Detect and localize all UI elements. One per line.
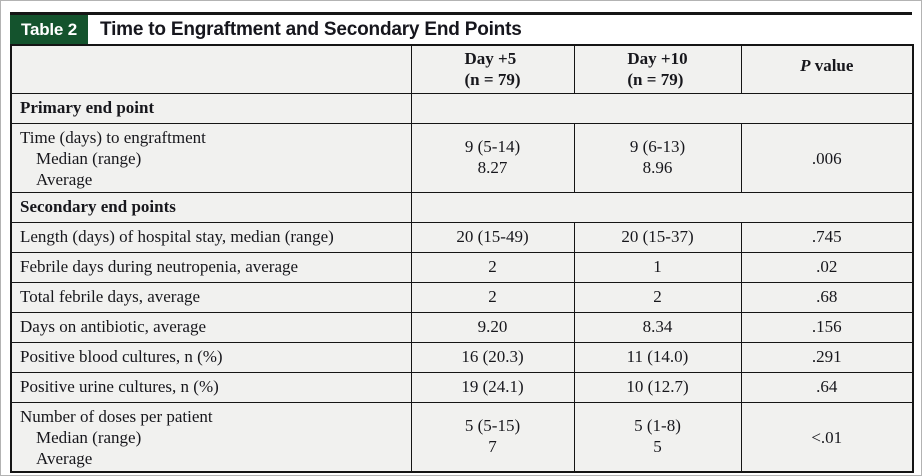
table-row-total-febrile: Total febrile days, average 2 2 .68 xyxy=(10,281,914,313)
cell-day10: 11 (14.0) xyxy=(573,341,742,373)
row-label: Days on antibiotic, average xyxy=(10,311,412,343)
row-label: Febrile days during neutropenia, average xyxy=(10,251,412,283)
row-label: Secondary end points xyxy=(10,191,412,223)
table-row-urine-cultures: Positive urine cultures, n (%) 19 (24.1)… xyxy=(10,371,914,403)
cell-pvalue: .02 xyxy=(740,251,914,283)
cell-day10: 2 xyxy=(573,281,742,313)
column-header-day10-label: Day +10 (n = 79) xyxy=(627,49,688,90)
column-header-day5: Day +5 (n = 79) xyxy=(410,44,575,94)
cell-day10: 1 xyxy=(573,251,742,283)
section-label: Primary end point xyxy=(20,98,155,117)
section-span-cell xyxy=(410,92,914,124)
table-row-febrile-neutropenia: Febrile days during neutropenia, average… xyxy=(10,251,914,283)
cell-day10: 10 (12.7) xyxy=(573,371,742,403)
cell-pvalue: .156 xyxy=(740,311,914,343)
table-row-doses-per-patient: Number of doses per patient Median (rang… xyxy=(10,401,914,472)
cell-median: 9 (6-13) xyxy=(629,136,686,156)
row-sublabel: Median (range) xyxy=(36,148,142,168)
cell-pvalue: .006 xyxy=(740,122,914,193)
cell-pvalue: .64 xyxy=(740,371,914,403)
cell-day5: 9 (5-14) 8.27 xyxy=(410,122,575,193)
row-sublabel: Average xyxy=(36,169,93,189)
cell-median: 5 (1-8) xyxy=(634,415,681,435)
cell-day5: 16 (20.3) xyxy=(410,341,575,373)
table-row-engraftment: Time (days) to engraftment Median (range… xyxy=(10,122,914,193)
cell-average: 8.27 xyxy=(477,157,508,177)
cell-day5: 5 (5-15) 7 xyxy=(410,401,575,472)
table-row-section-primary: Primary end point xyxy=(10,92,914,124)
cell-day5: 19 (24.1) xyxy=(410,371,575,403)
cell-day10: 5 (1-8) 5 xyxy=(573,401,742,472)
row-label-main: Time (days) to engraftment xyxy=(20,127,206,147)
cell-day5: 9.20 xyxy=(410,311,575,343)
table-row-section-secondary: Secondary end points xyxy=(10,191,914,223)
cell-pvalue: .291 xyxy=(740,341,914,373)
section-label: Secondary end points xyxy=(20,197,176,216)
cell-day5: 2 xyxy=(410,251,575,283)
cell-pvalue: .745 xyxy=(740,221,914,253)
cell-day10: 8.34 xyxy=(573,311,742,343)
column-header-empty xyxy=(10,44,412,94)
row-label: Positive blood cultures, n (%) xyxy=(10,341,412,373)
row-label: Positive urine cultures, n (%) xyxy=(10,371,412,403)
cell-day5: 20 (15-49) xyxy=(410,221,575,253)
cell-median: 5 (5-15) xyxy=(464,415,521,435)
row-label: Number of doses per patient Median (rang… xyxy=(10,401,412,472)
row-label: Total febrile days, average xyxy=(10,281,412,313)
cell-day10: 20 (15-37) xyxy=(573,221,742,253)
row-label-main: Number of doses per patient xyxy=(20,406,213,426)
row-label: Length (days) of hospital stay, median (… xyxy=(10,221,412,253)
cell-day5: 2 xyxy=(410,281,575,313)
column-header-row: Day +5 (n = 79) Day +10 (n = 79) P value xyxy=(10,44,914,94)
cell-day10: 9 (6-13) 8.96 xyxy=(573,122,742,193)
row-sublabel: Median (range) xyxy=(36,427,142,447)
section-span-cell xyxy=(410,191,914,223)
cell-average: 8.96 xyxy=(642,157,673,177)
cell-pvalue: <.01 xyxy=(740,401,914,472)
cell-median: 9 (5-14) xyxy=(464,136,521,156)
cell-pvalue: .68 xyxy=(740,281,914,313)
cell-average: 7 xyxy=(488,436,497,456)
table-tag-box: Table 2 xyxy=(10,15,88,44)
column-header-day10: Day +10 (n = 79) xyxy=(573,44,742,94)
row-label: Primary end point xyxy=(10,92,412,124)
cell-average: 5 xyxy=(653,436,662,456)
table-tag-label: Table 2 xyxy=(21,19,77,39)
table-row-hospital-stay: Length (days) of hospital stay, median (… xyxy=(10,221,914,253)
column-header-pvalue: P value xyxy=(740,44,914,94)
table-row-blood-cultures: Positive blood cultures, n (%) 16 (20.3)… xyxy=(10,341,914,373)
column-header-day5-label: Day +5 (n = 79) xyxy=(464,49,521,90)
column-header-pvalue-label: P value xyxy=(800,55,854,75)
table-row-antibiotic-days: Days on antibiotic, average 9.20 8.34 .1… xyxy=(10,311,914,343)
row-label: Time (days) to engraftment Median (range… xyxy=(10,122,412,193)
table-header-band: Table 2 Time to Engraftment and Secondar… xyxy=(10,12,912,44)
row-sublabel: Average xyxy=(36,448,93,468)
data-table: Day +5 (n = 79) Day +10 (n = 79) P value… xyxy=(10,44,914,473)
table-title: Time to Engraftment and Secondary End Po… xyxy=(100,18,522,40)
